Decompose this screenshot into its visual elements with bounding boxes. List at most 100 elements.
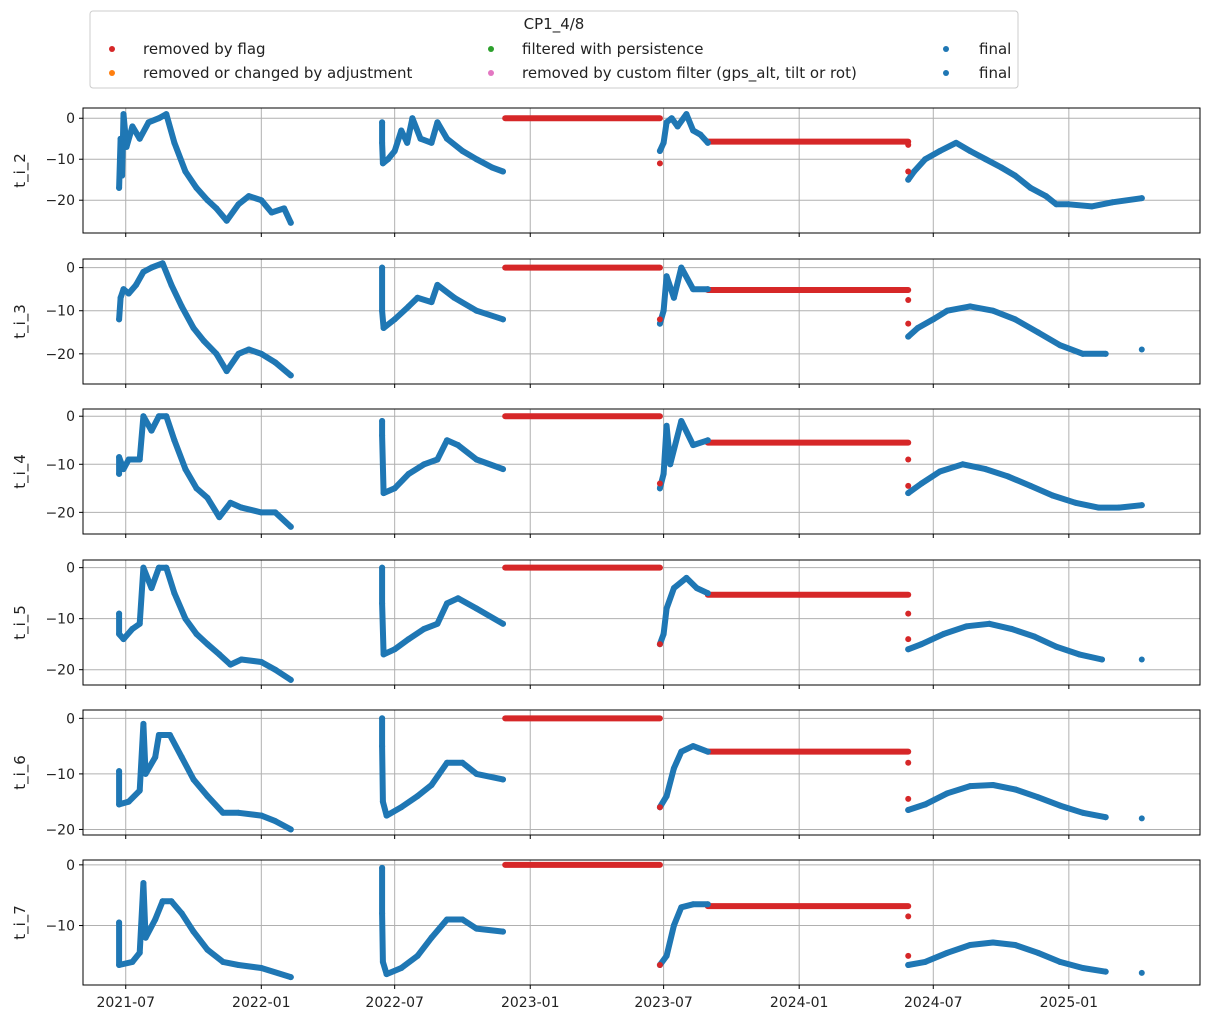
final-point	[409, 115, 416, 122]
final-point	[1034, 794, 1041, 801]
legend-label: removed by flag	[143, 40, 266, 58]
final-point	[379, 264, 386, 271]
final-point	[443, 437, 450, 444]
final-point	[967, 303, 974, 310]
panel-t-i-7: 0 −10 2021-07 2022-01 2022-07 2023-01 2023-07 2…	[11, 858, 1201, 1011]
flag-point	[905, 141, 912, 148]
final-point	[1095, 504, 1102, 511]
final-point	[1138, 346, 1145, 353]
legend-title: CP1_4/8	[524, 15, 585, 34]
final-point	[140, 720, 147, 727]
y-tick-label: −10	[45, 767, 75, 783]
y-tick-label: −10	[45, 612, 75, 628]
final-point	[905, 961, 912, 968]
final-point	[683, 111, 690, 118]
final-series-line	[905, 461, 1145, 511]
final-point	[660, 139, 667, 146]
axes-frame	[82, 559, 1201, 686]
final-point	[379, 432, 386, 439]
final-point	[227, 499, 234, 506]
axes-frame	[82, 709, 1201, 836]
final-point	[152, 754, 159, 761]
final-point	[473, 307, 480, 314]
final-point	[193, 184, 200, 191]
final-point	[148, 264, 155, 271]
final-point	[905, 490, 912, 497]
final-point	[986, 620, 993, 627]
legend-marker	[488, 70, 494, 76]
final-point	[379, 743, 386, 750]
final-point	[159, 260, 166, 267]
final-point	[379, 564, 386, 571]
final-point	[1057, 342, 1064, 349]
legend-label: final	[979, 64, 1011, 82]
final-point	[670, 585, 677, 592]
final-point	[379, 600, 386, 607]
final-point	[434, 119, 441, 126]
final-point	[656, 485, 663, 492]
final-point	[116, 801, 123, 808]
y-tick-label: −10	[45, 304, 75, 320]
final-series-line	[905, 139, 1145, 210]
final-point	[287, 974, 294, 981]
final-point	[678, 904, 685, 911]
y-axis-label: t_i_7	[11, 905, 30, 940]
y-axis-label: t_i_6	[11, 755, 30, 790]
final-point	[133, 281, 140, 288]
final-point	[405, 303, 412, 310]
final-point	[1065, 201, 1072, 208]
final-point	[911, 168, 918, 175]
final-point	[459, 916, 466, 923]
final-series-line	[379, 418, 506, 497]
final-point	[967, 783, 974, 790]
final-point	[1072, 499, 1079, 506]
final-point	[1138, 969, 1145, 976]
final-point	[1079, 809, 1086, 816]
final-point	[116, 630, 123, 637]
final-point	[116, 470, 123, 477]
final-point	[922, 958, 929, 965]
final-point	[660, 630, 667, 637]
panel-t-i-4: 0 −10 −20 t_i_4	[11, 408, 1201, 538]
final-point	[1057, 802, 1064, 809]
final-point	[922, 156, 929, 163]
flag-point	[905, 913, 912, 920]
final-point	[281, 205, 288, 212]
final-series-line	[905, 303, 1109, 357]
final-point	[398, 965, 405, 972]
legend-label: final	[979, 40, 1011, 58]
final-point	[379, 119, 386, 126]
legend-label: removed or changed by adjustment	[143, 64, 412, 82]
flag-point	[656, 961, 663, 968]
final-point	[459, 148, 466, 155]
final-point	[1053, 201, 1060, 208]
final-series-line	[379, 564, 506, 658]
flag-point	[905, 482, 912, 489]
final-point	[204, 946, 211, 953]
final-point	[148, 585, 155, 592]
final-point	[905, 646, 912, 653]
final-point	[117, 294, 124, 301]
flag-point	[656, 641, 663, 648]
final-point	[959, 461, 966, 468]
final-point	[380, 651, 387, 658]
final-point	[914, 324, 921, 331]
y-tick-label: −20	[45, 663, 75, 679]
final-point	[678, 264, 685, 271]
final-point	[678, 748, 685, 755]
final-point	[1138, 502, 1145, 509]
final-point	[443, 135, 450, 142]
final-point	[379, 139, 386, 146]
final-point	[258, 350, 265, 357]
final-point	[116, 919, 123, 926]
final-point	[670, 765, 677, 772]
final-point	[204, 641, 211, 648]
final-point	[178, 910, 185, 917]
y-tick-label: −20	[45, 822, 75, 838]
panel-t-i-2: 0 −10 −20 t_i_2	[11, 107, 1201, 237]
x-tick-label: 2025-01	[1040, 995, 1099, 1011]
legend-marker	[109, 46, 115, 52]
final-point	[125, 798, 132, 805]
final-point	[405, 636, 412, 643]
final-point	[1102, 350, 1109, 357]
